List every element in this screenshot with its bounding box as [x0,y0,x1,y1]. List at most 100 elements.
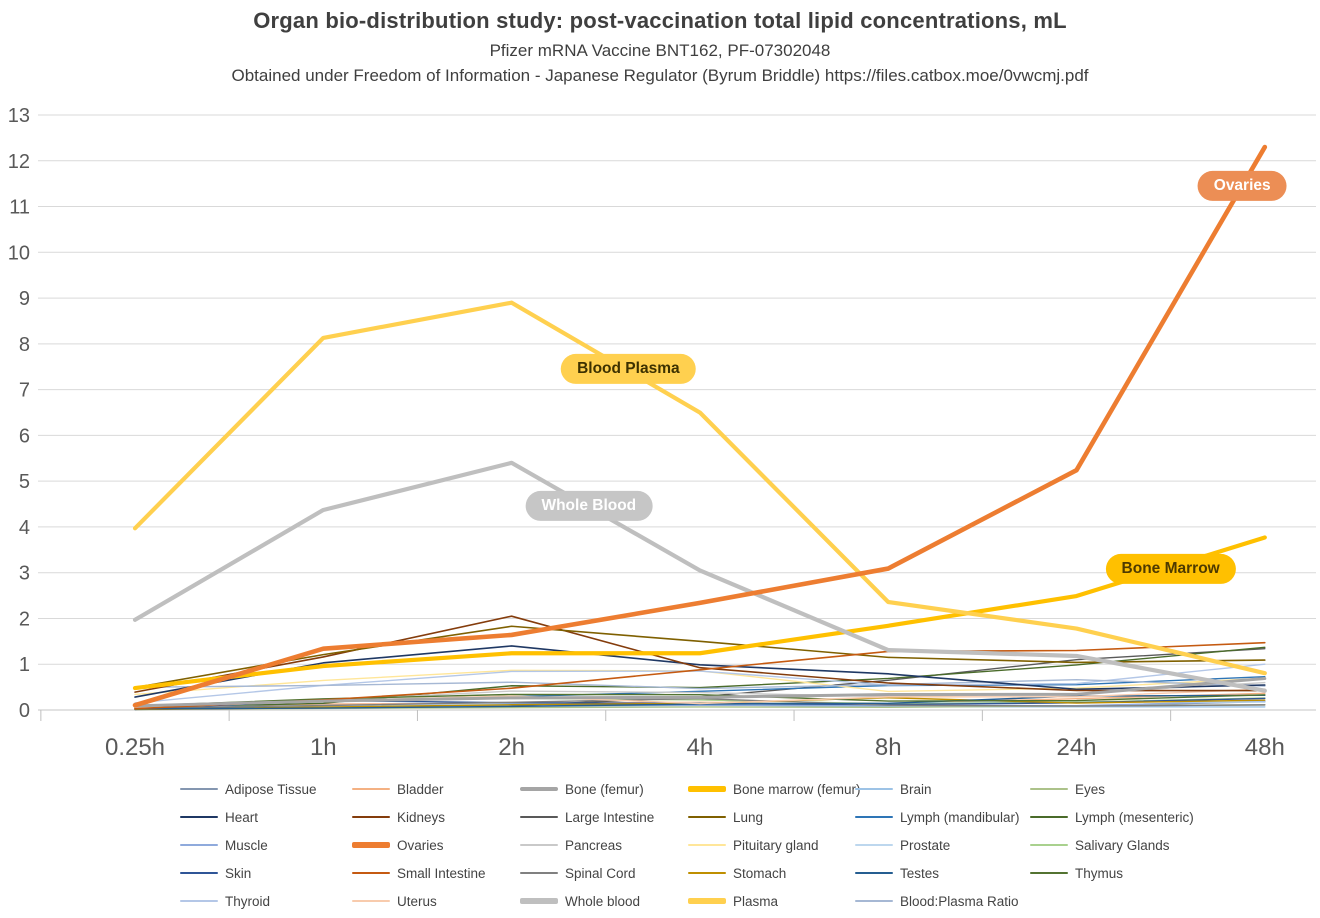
legend-item-eyes: Eyes [1030,780,1105,798]
legend-marker-icon [1030,788,1068,790]
legend-marker-icon [520,844,558,846]
legend-marker-icon [352,872,390,874]
legend-label: Salivary Glands [1075,837,1170,853]
series-line-thymus [134,693,1266,707]
legend-label: Uterus [397,893,437,909]
series-line-lymph-mesenteric [134,646,1266,709]
legend-item-adipose-tissue: Adipose Tissue [180,780,317,798]
legend-marker-icon [1030,872,1068,874]
legend-marker-icon [1030,844,1068,846]
legend-marker-icon [688,816,726,818]
legend-item-brain: Brain [855,780,932,798]
legend-item-lymph-mandibular: Lymph (mandibular) [855,808,1020,826]
legend-marker-icon [855,844,893,846]
legend-marker-icon [520,787,558,791]
legend-label: Bone (femur) [565,781,644,797]
legend-marker-icon [180,844,218,846]
legend-label: Prostate [900,837,951,853]
legend-marker-icon [352,842,390,848]
x-axis-tick-label: 0.25h [105,734,165,761]
legend-marker-icon [1030,816,1068,818]
legend-marker-icon [855,900,893,902]
series-line-plasma [132,300,1267,676]
legend-marker-icon [855,816,893,818]
legend-label: Lymph (mesenteric) [1075,809,1194,825]
y-axis-tick-label: 10 [8,242,30,264]
legend-label: Plasma [733,893,779,909]
legend-marker-icon [180,900,218,902]
legend-label: Large Intestine [565,809,655,825]
legend-marker-icon [180,872,218,874]
series-line-bone-femur [133,677,1267,708]
legend-item-kidneys: Kidneys [352,808,445,826]
legend-marker-icon [688,898,726,904]
legend-item-testes: Testes [855,864,939,882]
y-axis-tick-label: 5 [19,471,30,493]
y-axis-tick-label: 6 [19,425,30,447]
chart-source-line: Obtained under Freedom of Information - … [231,66,1089,85]
legend-label: Heart [225,809,259,825]
callout-bone-marrow: Bone Marrow [1105,553,1236,585]
x-axis-tick-label: 24h [1056,734,1096,761]
chart-subtitle: Pfizer mRNA Vaccine BNT162, PF-07302048 [489,41,831,60]
series-line-heart [134,645,1266,698]
legend-label: Testes [900,865,940,881]
y-axis-tick-label: 1 [19,654,30,676]
legend-marker-icon [180,788,218,790]
chart-title: Organ bio-distribution study: post-vacci… [253,8,1067,33]
legend-label: Spinal Cord [565,865,636,881]
legend-label: Pituitary gland [733,837,819,853]
legend-item-whole-blood: Whole blood [520,892,640,910]
y-axis-tick-label: 8 [19,334,30,356]
legend-label: Bone marrow (femur) [733,781,861,797]
legend-item-thymus: Thymus [1030,864,1123,882]
legend-label: Ovaries [397,837,444,853]
legend-item-spinal-cord: Spinal Cord [520,864,636,882]
legend-marker-icon [688,786,726,792]
y-axis-tick-label: 13 [8,105,30,127]
y-axis-tick-label: 0 [19,700,30,722]
legend-label: Skin [225,865,252,881]
legend-label: Small Intestine [397,865,486,881]
legend-label: Bladder [397,781,444,797]
legend-marker-icon [520,872,558,874]
y-axis-tick-label: 7 [19,380,30,402]
series-line-bone-marrow-femur [132,535,1267,691]
y-axis-tick-label: 3 [19,563,30,585]
legend-item-large-intestine: Large Intestine [520,808,654,826]
x-axis-tick-label: 4h [687,734,714,761]
x-axis-tick-label: 2h [498,734,525,761]
legend-label: Adipose Tissue [225,781,317,797]
y-axis-tick-label: 11 [9,197,30,219]
legend-marker-icon [855,788,893,790]
legend-label: Lymph (mandibular) [900,809,1020,825]
y-axis-tick-label: 4 [19,517,30,539]
series-line-kidneys [134,615,1266,693]
y-axis-tick-label: 9 [19,288,30,310]
legend-item-bone-femur: Bone (femur) [520,780,644,798]
legend-label: Whole blood [565,893,641,909]
series-line-lung [134,625,1266,689]
header-block: Organ bio-distribution study: post-vacci… [0,8,1320,86]
legend-label: Kidneys [397,809,446,825]
legend-label: Eyes [1075,781,1106,797]
legend-item-muscle: Muscle [180,836,268,854]
legend-item-pancreas: Pancreas [520,836,622,854]
y-axis-tick-label: 12 [8,151,30,173]
series-line-blood-plasma-ratio [134,678,1266,690]
legend-item-lymph-mesenteric: Lymph (mesenteric) [1030,808,1194,826]
legend-marker-icon [352,900,390,902]
legend-item-prostate: Prostate [855,836,950,854]
x-axis-tick-label: 48h [1245,734,1285,761]
legend-item-bone-marrow-femur: Bone marrow (femur) [688,780,861,798]
legend-item-salivary-glands: Salivary Glands [1030,836,1170,854]
legend-item-pituitary-gland: Pituitary gland [688,836,819,854]
legend-marker-icon [520,898,558,904]
legend-label: Stomach [733,865,787,881]
y-axis-tick-label: 2 [19,608,30,630]
legend-marker-icon [352,788,390,790]
legend-item-uterus: Uterus [352,892,437,910]
legend-label: Blood:Plasma Ratio [900,893,1019,909]
